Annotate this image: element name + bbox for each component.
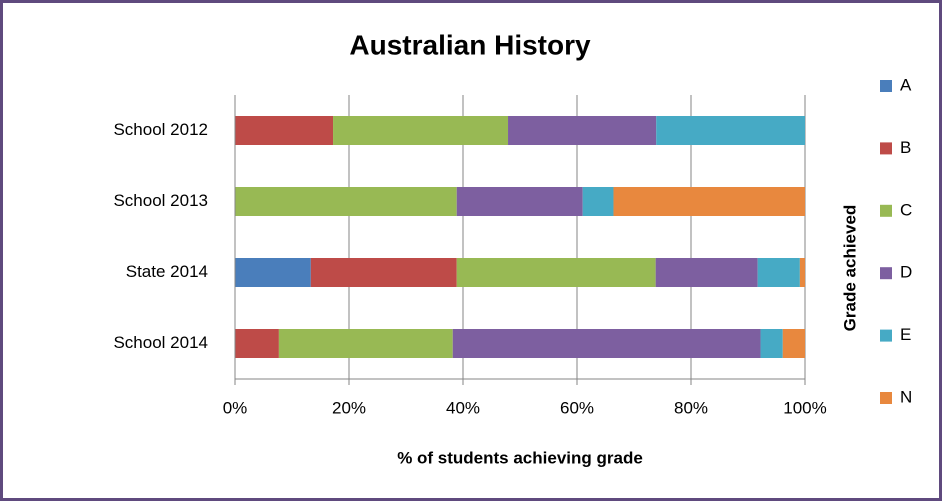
bar-segment <box>799 258 805 287</box>
legend-label: C <box>900 200 912 219</box>
bar-segment <box>760 329 783 358</box>
bar-segment <box>656 116 805 145</box>
y-tick-label: School 2012 <box>113 120 208 139</box>
legend-label: B <box>900 138 911 157</box>
y-tick-label: State 2014 <box>126 262 208 281</box>
legend-swatch <box>880 204 892 217</box>
legend-swatch <box>880 392 892 404</box>
y-tick-label: School 2014 <box>113 333 208 352</box>
x-tick-label: 60% <box>560 398 594 417</box>
bar-segment <box>655 258 758 287</box>
x-tick-label: 100% <box>783 398 826 417</box>
bar-segment <box>456 258 656 287</box>
bar-segment <box>235 116 334 145</box>
bar-segment <box>613 187 805 216</box>
x-tick-label: 20% <box>332 398 366 417</box>
bar-segment <box>235 258 311 287</box>
x-tick-label: 40% <box>446 398 480 417</box>
bar-segment <box>757 258 800 287</box>
bar-segment <box>582 187 614 216</box>
x-tick-label: 80% <box>674 398 708 417</box>
bar-segment <box>782 329 805 358</box>
chart-title: Australian History <box>349 29 591 60</box>
bar-segment <box>235 329 279 358</box>
legend-swatch <box>880 80 892 92</box>
legend-label: N <box>900 387 912 406</box>
y-tick-label: School 2013 <box>113 191 208 210</box>
legend-label: E <box>900 325 911 344</box>
bar-segment <box>333 116 509 145</box>
bar-segment <box>278 329 453 358</box>
x-axis-label: % of students achieving grade <box>397 448 643 467</box>
legend-label: D <box>900 263 912 282</box>
legend-swatch <box>880 329 892 342</box>
legend-label: A <box>900 75 912 94</box>
x-tick-label: 0% <box>223 398 248 417</box>
legend-swatch <box>880 142 892 155</box>
legend-title: Grade achieved <box>840 205 859 332</box>
bar-segment <box>508 116 657 145</box>
bar-segment <box>456 187 583 216</box>
bar-segment <box>452 329 761 358</box>
legend-swatch <box>880 267 892 280</box>
bar-segment <box>310 258 457 287</box>
bar-segment <box>235 187 457 216</box>
